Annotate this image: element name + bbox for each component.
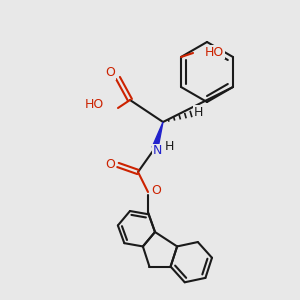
- Text: H: H: [164, 140, 174, 152]
- Text: HO: HO: [85, 98, 104, 112]
- Polygon shape: [152, 122, 163, 149]
- Text: O: O: [105, 158, 115, 170]
- Text: HO: HO: [205, 46, 224, 59]
- Text: O: O: [151, 184, 161, 196]
- Text: O: O: [105, 67, 115, 80]
- Text: N: N: [152, 145, 162, 158]
- Text: H: H: [193, 106, 203, 118]
